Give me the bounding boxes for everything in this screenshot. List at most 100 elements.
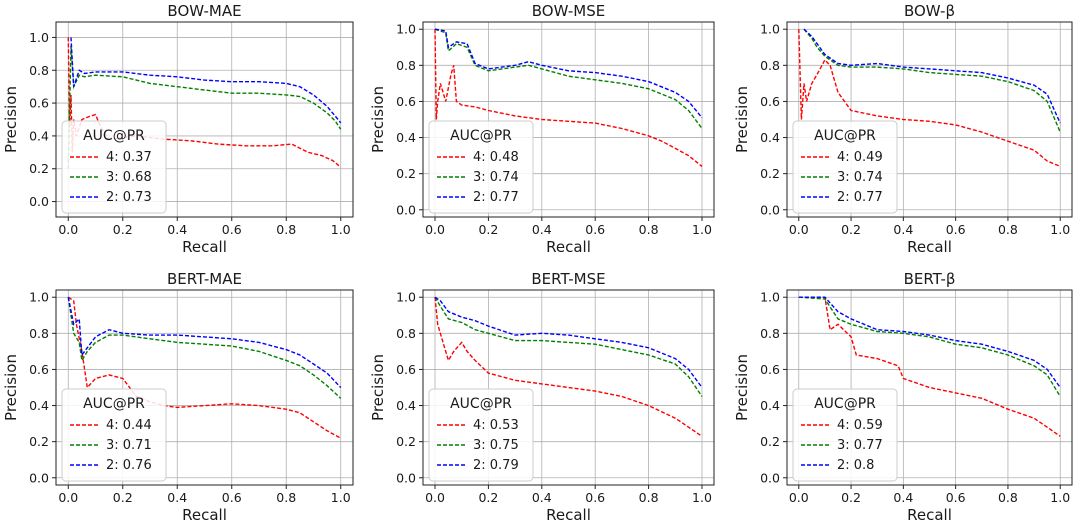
legend-entry: 2: 0.8: [837, 458, 874, 473]
subplot: 0.0 0.2 0.4 0.6 0.8 1.0 0.0 0.2 0.4 0.6 0.8 1.0 BERT…: [369, 270, 715, 522]
legend-title: AUC@PR: [83, 396, 145, 412]
legend-entry: 2: 0.73: [106, 190, 152, 205]
legend-entry: 2: 0.77: [837, 190, 883, 205]
y-tick-label: 1.0: [396, 290, 416, 305]
y-tick-label: 0.4: [29, 128, 49, 143]
series-line: [803, 28, 1061, 124]
y-tick-label: 0.2: [29, 434, 49, 449]
legend-entry: 2: 0.76: [106, 458, 152, 473]
y-tick-label: 0.8: [760, 326, 780, 341]
series-group: [798, 28, 1061, 168]
x-tick-label: 0.6: [946, 222, 966, 237]
legend-entry: 3: 0.74: [837, 170, 883, 185]
series-line: [434, 28, 703, 119]
series-line: [798, 296, 1061, 388]
legend-entry: 3: 0.74: [473, 170, 519, 185]
y-tick-label: 0.2: [29, 161, 49, 176]
series-line: [434, 28, 703, 129]
legend-entry: 3: 0.77: [837, 438, 883, 453]
legend: AUC@PR 4: 0.59 3: 0.77 2: 0.8: [792, 388, 898, 482]
x-tick-label: 1.0: [692, 490, 712, 505]
x-tick-label: 0.8: [276, 222, 296, 237]
plot-frame: [786, 21, 1073, 218]
x-tick-label: 1.0: [331, 490, 351, 505]
x-tick-label: 0.2: [478, 222, 498, 237]
y-tick-label: 0.6: [760, 94, 780, 109]
subplot: 0.0 0.2 0.4 0.6 0.8 1.0 0.0 0.2 0.4 0.6 0.8 1.0 BOW-…: [733, 2, 1073, 256]
y-tick-label: 0.8: [29, 63, 49, 78]
legend-box: [61, 388, 167, 482]
x-tick-label: 1.0: [1050, 222, 1070, 237]
series-line: [434, 296, 703, 397]
chart-title: BOW-MAE: [167, 2, 241, 20]
subplot: 0.0 0.2 0.4 0.6 0.8 1.0 0.0 0.2 0.4 0.6 0.8 1.0 BERT…: [2, 270, 354, 522]
y-tick-label: 0.0: [760, 470, 780, 485]
legend-entry: 4: 0.37: [106, 150, 152, 165]
y-tick-label: 0.8: [29, 326, 49, 341]
x-axis-label: Recall: [182, 506, 227, 522]
y-axis-label: Precision: [733, 86, 751, 153]
legend-title: AUC@PR: [450, 128, 512, 144]
series-line: [434, 296, 703, 388]
y-tick-label: 1.0: [760, 290, 780, 305]
series-line: [70, 37, 342, 124]
x-tick-label: 0.6: [585, 490, 605, 505]
y-tick-label: 1.0: [29, 290, 49, 305]
x-tick-label: 0.4: [167, 490, 187, 505]
plot-frame: [422, 21, 715, 218]
plot-frame: [786, 289, 1073, 486]
y-tick-label: 0.2: [396, 434, 416, 449]
y-tick-label: 0.6: [760, 362, 780, 377]
series-group: [67, 296, 342, 439]
legend-entry: 4: 0.59: [837, 418, 883, 433]
subplot: 0.0 0.2 0.4 0.6 0.8 1.0 0.0 0.2 0.4 0.6 0.8 1.0 BOW-…: [369, 2, 715, 256]
legend-entry: 4: 0.44: [106, 418, 152, 433]
y-tick-label: 0.8: [760, 58, 780, 73]
series-line: [67, 297, 342, 399]
x-axis-label: Recall: [182, 238, 227, 256]
x-tick-label: 0.0: [58, 490, 78, 505]
series-group: [798, 296, 1061, 437]
chart-title: BERT-β: [904, 270, 956, 288]
x-tick-label: 0.8: [639, 222, 659, 237]
x-tick-label: 0.4: [893, 222, 913, 237]
series-group: [434, 296, 703, 437]
subplot: 0.0 0.2 0.4 0.6 0.8 1.0 0.0 0.2 0.4 0.6 0.8 1.0 BOW-…: [2, 2, 354, 256]
chart-title: BERT-MAE: [167, 270, 242, 288]
legend-title: AUC@PR: [83, 128, 145, 144]
series-line: [67, 296, 342, 439]
y-axis-label: Precision: [2, 354, 20, 421]
legend-box: [792, 120, 898, 214]
y-tick-label: 0.0: [760, 202, 780, 217]
legend-title: AUC@PR: [814, 396, 876, 412]
y-tick-label: 0.0: [396, 202, 416, 217]
legend-entry: 3: 0.68: [106, 170, 152, 185]
series-group: [434, 28, 703, 167]
legend: AUC@PR 4: 0.53 3: 0.75 2: 0.79: [428, 388, 534, 482]
y-tick-label: 0.8: [396, 58, 416, 73]
x-tick-label: 0.0: [789, 222, 809, 237]
legend: AUC@PR 4: 0.49 3: 0.74 2: 0.77: [792, 120, 898, 214]
y-tick-label: 1.0: [760, 22, 780, 37]
legend: AUC@PR 4: 0.48 3: 0.74 2: 0.77: [428, 120, 534, 214]
legend-title: AUC@PR: [814, 128, 876, 144]
legend-box: [61, 120, 167, 214]
series-line: [803, 28, 1061, 133]
legend-entry: 4: 0.49: [837, 150, 883, 165]
x-tick-label: 0.4: [167, 222, 187, 237]
y-axis-label: Precision: [2, 86, 20, 153]
y-tick-label: 0.8: [396, 326, 416, 341]
legend: AUC@PR 4: 0.44 3: 0.71 2: 0.76: [61, 388, 167, 482]
x-tick-label: 1.0: [331, 222, 351, 237]
series-line: [67, 45, 342, 169]
chart-title: BOW-MSE: [532, 2, 605, 20]
chart-title: BERT-MSE: [531, 270, 605, 288]
y-tick-label: 0.2: [760, 434, 780, 449]
x-axis-label: Recall: [907, 238, 952, 256]
x-tick-label: 0.2: [113, 490, 133, 505]
subplot: 0.0 0.2 0.4 0.6 0.8 1.0 0.0 0.2 0.4 0.6 0.8 1.0 BERT…: [733, 270, 1073, 522]
y-axis-label: Precision: [733, 354, 751, 421]
y-tick-label: 0.6: [29, 362, 49, 377]
y-tick-label: 0.4: [29, 398, 49, 413]
series-line: [67, 297, 342, 388]
